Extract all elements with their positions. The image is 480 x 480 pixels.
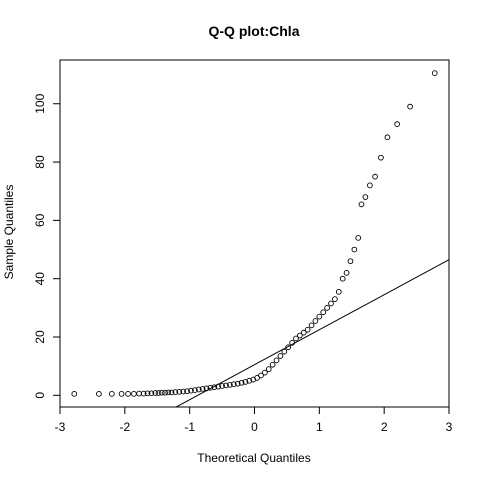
x-tick-label: -2 bbox=[119, 420, 130, 434]
y-tick-label: 0 bbox=[33, 392, 47, 399]
data-point bbox=[234, 380, 241, 387]
x-tick-label: 2 bbox=[381, 420, 388, 434]
data-point bbox=[407, 103, 413, 110]
data-point bbox=[358, 201, 365, 208]
x-axis: -3 -2 -1 0 1 2 3 bbox=[55, 406, 453, 434]
x-tick-label: -1 bbox=[184, 420, 195, 434]
data-point bbox=[394, 121, 400, 128]
data-point bbox=[158, 389, 165, 396]
data-point bbox=[273, 357, 280, 364]
data-point bbox=[339, 275, 346, 282]
y-axis: 0 20 40 60 80 100 bbox=[33, 93, 61, 399]
data-point bbox=[165, 389, 172, 396]
data-point bbox=[148, 390, 155, 397]
data-point bbox=[125, 391, 131, 397]
data-point bbox=[351, 246, 358, 253]
data-point bbox=[258, 372, 264, 379]
y-tick-label: 40 bbox=[33, 272, 47, 286]
data-point bbox=[71, 391, 78, 397]
data-point bbox=[242, 379, 249, 385]
data-point bbox=[343, 270, 350, 276]
data-point bbox=[335, 288, 342, 295]
y-tick-label: 100 bbox=[33, 93, 47, 113]
data-point bbox=[180, 388, 187, 395]
data-point bbox=[188, 387, 194, 394]
data-point bbox=[262, 369, 268, 376]
data-points bbox=[71, 70, 438, 397]
data-point bbox=[431, 70, 438, 76]
data-point bbox=[144, 390, 151, 397]
plot-area bbox=[59, 59, 450, 408]
data-point bbox=[203, 385, 210, 392]
x-tick-label: -3 bbox=[55, 420, 66, 434]
data-point bbox=[246, 377, 253, 384]
data-point bbox=[168, 389, 175, 396]
data-point bbox=[362, 194, 369, 200]
data-point bbox=[308, 322, 315, 329]
data-point bbox=[136, 390, 142, 397]
data-point bbox=[355, 235, 362, 241]
data-point bbox=[277, 353, 284, 359]
data-point bbox=[367, 182, 373, 189]
x-axis-label: Theoretical Quantiles bbox=[197, 451, 310, 465]
data-point bbox=[300, 329, 307, 336]
data-point bbox=[297, 332, 303, 339]
data-point bbox=[378, 154, 384, 161]
data-point bbox=[162, 389, 168, 396]
data-point bbox=[384, 134, 391, 141]
x-tick-label: 0 bbox=[251, 420, 258, 434]
x-tick-label: 3 bbox=[446, 420, 453, 434]
data-point bbox=[172, 389, 179, 395]
data-point bbox=[184, 388, 190, 395]
y-tick-label: 80 bbox=[33, 155, 47, 169]
data-point bbox=[372, 173, 378, 180]
data-point bbox=[316, 313, 323, 320]
data-point bbox=[195, 386, 202, 393]
data-point bbox=[281, 348, 288, 355]
y-tick-label: 60 bbox=[33, 213, 47, 227]
data-point bbox=[238, 379, 245, 386]
data-point bbox=[211, 384, 218, 391]
data-point bbox=[304, 326, 311, 333]
data-point bbox=[219, 383, 225, 389]
data-point bbox=[96, 391, 102, 397]
data-point bbox=[152, 390, 159, 396]
data-point bbox=[192, 387, 198, 393]
data-point bbox=[227, 381, 233, 388]
data-point bbox=[109, 391, 115, 397]
data-point bbox=[293, 335, 299, 342]
data-point bbox=[199, 386, 206, 392]
data-point bbox=[230, 381, 237, 388]
data-point bbox=[332, 296, 338, 302]
data-point bbox=[328, 300, 334, 307]
y-axis-label: Sample Quantiles bbox=[2, 185, 16, 280]
data-point bbox=[320, 309, 327, 316]
data-point bbox=[285, 344, 292, 351]
data-point bbox=[118, 391, 125, 397]
data-point bbox=[215, 383, 222, 390]
data-point bbox=[347, 258, 354, 265]
data-point bbox=[155, 390, 162, 396]
data-point bbox=[312, 318, 319, 324]
data-point bbox=[289, 339, 295, 346]
data-point bbox=[269, 361, 276, 368]
plot-frame bbox=[59, 59, 450, 408]
y-tick-label: 20 bbox=[33, 330, 47, 344]
data-point bbox=[223, 382, 229, 389]
reference-line bbox=[175, 259, 449, 407]
data-point bbox=[131, 391, 137, 397]
data-point bbox=[324, 305, 330, 311]
data-point bbox=[140, 390, 147, 397]
x-tick-label: 1 bbox=[316, 420, 323, 434]
data-point bbox=[176, 388, 183, 395]
data-point bbox=[265, 366, 272, 372]
chart-title: Q-Q plot:Chla bbox=[209, 23, 300, 39]
data-point bbox=[207, 384, 214, 391]
